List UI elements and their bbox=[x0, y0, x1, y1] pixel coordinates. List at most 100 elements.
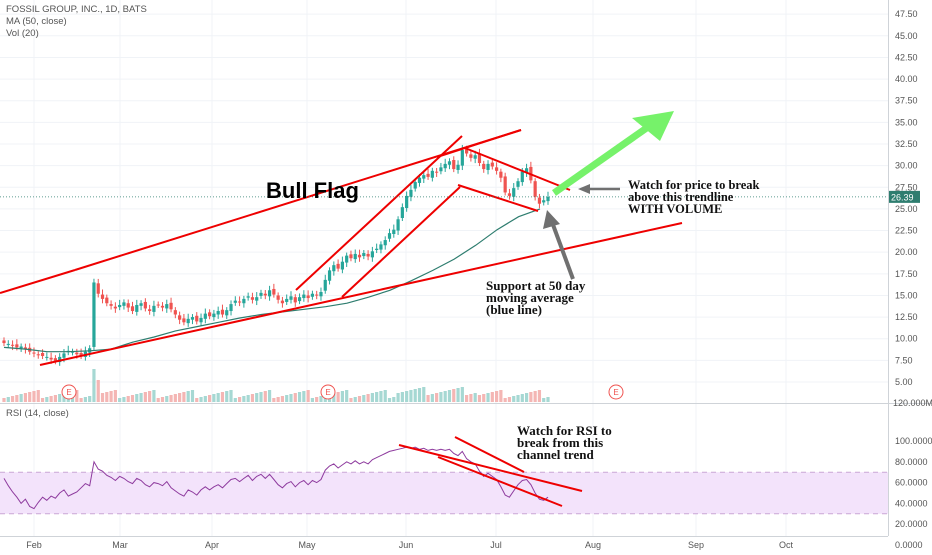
volume-bar bbox=[259, 392, 263, 402]
candle-body bbox=[392, 229, 396, 234]
candle-body bbox=[62, 353, 66, 358]
candle-body bbox=[178, 315, 182, 320]
candle-body bbox=[165, 304, 169, 309]
volume-bar bbox=[109, 391, 113, 402]
price-tick-label: 17.50 bbox=[895, 269, 918, 279]
volume-bar bbox=[357, 396, 362, 402]
candle-body bbox=[58, 356, 62, 363]
candle-body bbox=[379, 244, 383, 250]
candle-body bbox=[477, 153, 482, 164]
candle-body bbox=[315, 294, 319, 296]
price-tick-label: 40.00 bbox=[895, 74, 918, 84]
volume-bar bbox=[422, 387, 426, 402]
time-tick-label: May bbox=[298, 540, 316, 550]
candle-body bbox=[482, 163, 486, 170]
volume-bar bbox=[237, 397, 242, 402]
candle-body bbox=[362, 253, 366, 257]
volume-bar bbox=[148, 391, 152, 402]
candle-body bbox=[465, 148, 469, 154]
time-tick-label: Feb bbox=[26, 540, 42, 550]
volume-bar bbox=[58, 394, 62, 402]
volume-bar bbox=[156, 398, 160, 402]
candle-body bbox=[507, 193, 512, 196]
volume-bar bbox=[2, 398, 6, 402]
candle-body bbox=[45, 356, 49, 358]
candle-body bbox=[409, 189, 413, 197]
watch-rsi-line-2: break from this bbox=[517, 435, 603, 450]
volume-bars bbox=[2, 369, 550, 402]
volume-bar bbox=[229, 390, 233, 402]
support-line-2: moving average bbox=[486, 290, 574, 305]
volume-bar bbox=[32, 391, 36, 402]
price-tick-label: 25.00 bbox=[895, 204, 918, 214]
volume-bar bbox=[353, 397, 357, 402]
time-tick-label: Mar bbox=[112, 540, 128, 550]
volume-bar bbox=[379, 391, 383, 402]
rsi-tick-label: 60.0000 bbox=[895, 478, 928, 488]
watch-rsi-note: Watch for RSI to break from this channel… bbox=[517, 423, 615, 462]
gray-arrow-head bbox=[543, 210, 560, 229]
earnings-marker bbox=[320, 384, 336, 400]
volume-bar bbox=[272, 398, 276, 402]
candle-body bbox=[122, 302, 126, 306]
price-tick-label: 37.50 bbox=[895, 96, 918, 106]
volume-bar bbox=[15, 395, 19, 402]
candle-body bbox=[70, 351, 75, 353]
volume-bar bbox=[139, 393, 143, 402]
volume-bar bbox=[160, 397, 165, 402]
price-tick-label: 10.00 bbox=[895, 334, 918, 344]
rsi-tick-label: 100.0000 bbox=[895, 436, 932, 446]
time-tick-label: Aug bbox=[585, 540, 601, 550]
volume-bar bbox=[452, 389, 456, 402]
volume-bar bbox=[186, 391, 190, 402]
candle-body bbox=[319, 291, 323, 297]
volume-bar bbox=[435, 393, 439, 402]
volume-bar bbox=[220, 392, 225, 402]
rsi-line bbox=[3, 446, 549, 510]
candle-body bbox=[208, 312, 212, 317]
volume-bar bbox=[512, 396, 516, 402]
volume-bar bbox=[122, 397, 126, 402]
support-note: Support at 50 day moving average (blue l… bbox=[486, 278, 589, 317]
green-arrow-shaft bbox=[551, 124, 651, 196]
volume-bar bbox=[143, 392, 147, 402]
volume-bar bbox=[88, 396, 92, 402]
volume-bar bbox=[195, 398, 199, 402]
volume-bar bbox=[250, 394, 255, 402]
candle-body bbox=[272, 288, 276, 295]
volume-bar bbox=[370, 393, 374, 402]
volume-bar bbox=[165, 396, 169, 402]
candle-body bbox=[118, 304, 122, 308]
volume-bar bbox=[276, 397, 280, 402]
rsi-legend: RSI (14, close) bbox=[6, 408, 69, 420]
price-tick-label: 35.00 bbox=[895, 117, 918, 127]
candle-body bbox=[537, 197, 542, 204]
volume-bar bbox=[516, 395, 520, 402]
candle-body bbox=[400, 207, 404, 218]
candle-body bbox=[126, 303, 130, 308]
price-tick-label: 5.00 bbox=[895, 377, 913, 387]
candle-body bbox=[255, 297, 259, 301]
volume-bar bbox=[178, 393, 182, 402]
price-tick-label: 30.00 bbox=[895, 161, 918, 171]
gray-arrow-shaft bbox=[550, 221, 575, 280]
volume-bar bbox=[23, 393, 28, 402]
price-tick-label: 15.00 bbox=[895, 290, 918, 300]
candle-body bbox=[306, 295, 310, 299]
volume-bar bbox=[152, 390, 156, 402]
candle-body bbox=[10, 344, 15, 346]
volume-bar bbox=[293, 393, 297, 402]
watch-price-note: Watch for price to break above this tren… bbox=[628, 178, 763, 216]
rsi-channel-line bbox=[398, 444, 583, 492]
price-tick-label: 22.50 bbox=[895, 226, 918, 236]
candle-body bbox=[340, 261, 344, 270]
price-tick-label: 7.50 bbox=[895, 355, 913, 365]
candle-body bbox=[49, 357, 53, 360]
candle-body bbox=[19, 346, 23, 349]
trendline bbox=[457, 184, 539, 212]
volume-bar bbox=[439, 392, 443, 402]
candle-body bbox=[173, 310, 177, 315]
volume-bar bbox=[340, 391, 344, 402]
volume-bar bbox=[45, 397, 49, 402]
volume-bar bbox=[285, 395, 289, 402]
